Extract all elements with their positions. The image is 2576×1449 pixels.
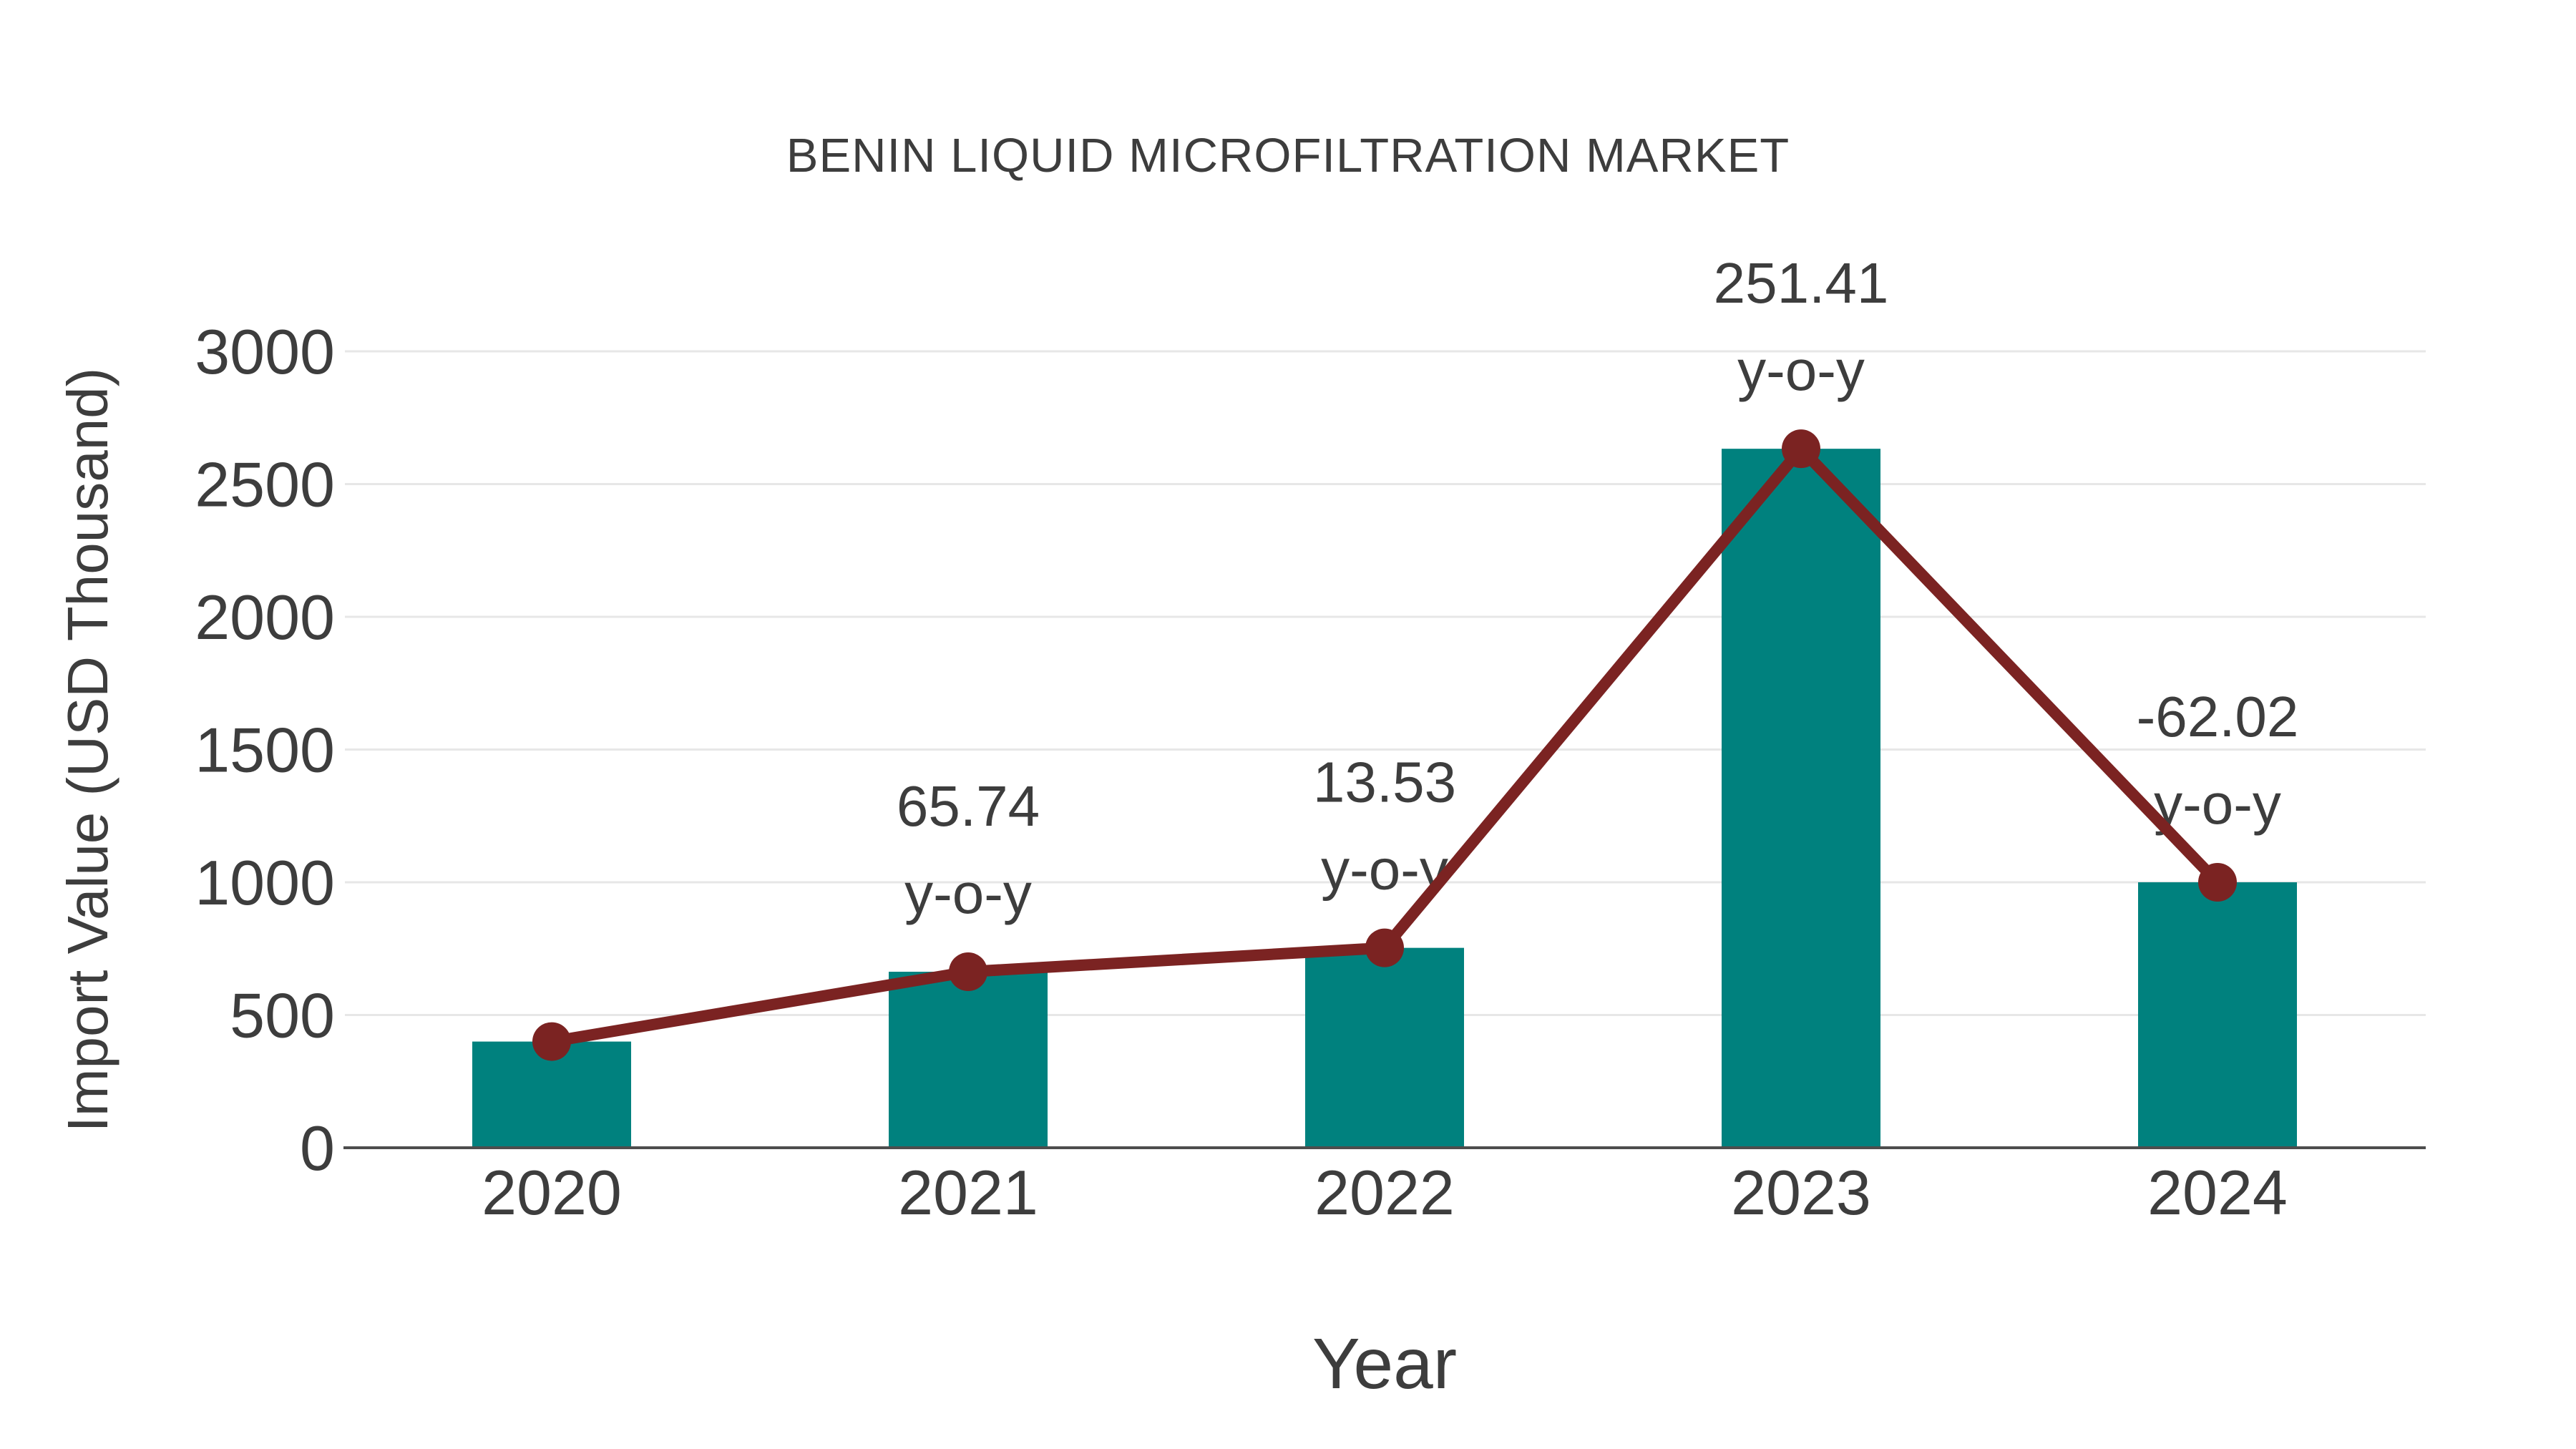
trend-marker-2021 — [949, 952, 987, 992]
bar-2024 — [2138, 882, 2297, 1148]
gridline-layer — [345, 350, 2426, 1016]
trend-marker-2020 — [532, 1022, 571, 1061]
trend-marker-2024 — [2198, 863, 2237, 902]
annotation-value-2021: 65.74 — [897, 774, 1040, 838]
x-tick-label-2022: 2022 — [1314, 1157, 1455, 1228]
bar-2022 — [1305, 947, 1464, 1148]
y-tick-label-1500: 1500 — [195, 715, 335, 786]
x-tick-label-2021: 2021 — [898, 1157, 1038, 1228]
bar-2021 — [889, 972, 1048, 1148]
y-tick-label-2000: 2000 — [195, 582, 335, 653]
y-tick-label-1000: 1000 — [195, 847, 335, 918]
tick-labels-layer: 0 500 1000 1500 2000 2500 3000 2020 2021 2022 2023… — [195, 316, 2288, 1228]
x-tick-label-2024: 2024 — [2147, 1157, 2288, 1228]
annotation-value-2022: 13.53 — [1313, 751, 1456, 814]
annotations-layer: 65.74y-o-y13.53y-o-y251.41y-o-y-62.02y-o… — [897, 251, 2299, 925]
trend-marker-2023 — [1782, 429, 1820, 469]
bar-2023 — [1722, 449, 1880, 1148]
x-tick-label-2020: 2020 — [482, 1157, 622, 1228]
annotation-suffix-2023: y-o-y — [1737, 338, 1865, 402]
trend-line-layer — [532, 429, 2237, 1061]
annotation-suffix-2024: y-o-y — [2154, 772, 2281, 836]
y-axis-title: Import Value (USD Thousand) — [56, 368, 119, 1133]
annotation-value-2023: 251.41 — [1714, 251, 1889, 315]
trend-marker-2022 — [1365, 928, 1404, 967]
x-axis-title: Year — [1312, 1324, 1457, 1404]
y-tick-label-2500: 2500 — [195, 449, 335, 520]
annotation-value-2024: -62.02 — [2137, 685, 2299, 748]
chart-title: BENIN LIQUID MICROFILTRATION MARKET — [786, 129, 1790, 182]
y-tick-label-0: 0 — [300, 1113, 335, 1184]
y-tick-label-3000: 3000 — [195, 316, 335, 387]
annotation-suffix-2021: y-o-y — [904, 862, 1032, 925]
x-tick-label-2023: 2023 — [1731, 1157, 1871, 1228]
bars-layer — [472, 449, 2297, 1148]
y-tick-label-500: 500 — [230, 980, 335, 1051]
